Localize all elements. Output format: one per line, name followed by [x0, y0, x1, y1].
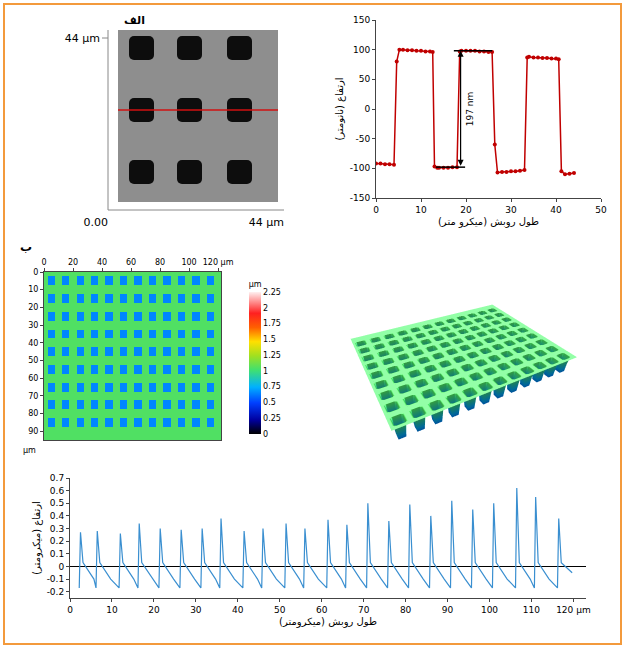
svg-text:100: 100 [181, 258, 196, 267]
svg-text:0: 0 [263, 430, 268, 439]
svg-text:44 µm: 44 µm [65, 32, 100, 45]
svg-text:طول روبش (میکرومتر): طول روبش (میکرومتر) [279, 616, 377, 628]
svg-text:80: 80 [155, 258, 165, 267]
svg-text:40: 40 [28, 339, 38, 348]
svg-text:0.75: 0.75 [263, 382, 281, 391]
svg-text:100: 100 [481, 605, 498, 615]
svg-text:0.2: 0.2 [50, 536, 64, 546]
svg-text:30: 30 [505, 205, 517, 215]
svg-text:10: 10 [106, 605, 118, 615]
svg-text:1.5: 1.5 [263, 335, 276, 344]
svg-text:-0.2: -0.2 [47, 587, 65, 597]
svg-text:0: 0 [41, 258, 46, 267]
svg-text:-150: -150 [350, 193, 371, 203]
svg-text:40: 40 [97, 258, 107, 267]
svg-text:50: 50 [28, 356, 38, 365]
svg-text:2: 2 [263, 304, 268, 313]
svg-text:0: 0 [58, 562, 64, 572]
svg-text:60: 60 [28, 374, 38, 383]
svg-text:1.75: 1.75 [263, 319, 281, 328]
svg-text:50: 50 [359, 74, 371, 84]
svg-text:2.25: 2.25 [263, 288, 281, 297]
svg-text:0.3: 0.3 [50, 524, 64, 534]
svg-text:60: 60 [316, 605, 328, 615]
svg-text:-100: -100 [350, 163, 371, 173]
svg-text:0.7: 0.7 [50, 473, 64, 483]
svg-text:ارتفاع (نانومتر): ارتفاع (نانومتر) [334, 77, 346, 140]
svg-text:0: 0 [33, 268, 38, 277]
svg-text:-0.1: -0.1 [47, 574, 65, 584]
svg-text:10: 10 [28, 285, 38, 294]
svg-text:60: 60 [126, 258, 136, 267]
svg-text:50: 50 [274, 605, 286, 615]
svg-text:0.4: 0.4 [50, 511, 65, 521]
svg-text:0: 0 [373, 205, 379, 215]
svg-text:ارتفاع (میکرومتر): ارتفاع (میکرومتر) [31, 501, 43, 575]
svg-text:20: 20 [460, 205, 472, 215]
svg-text:30: 30 [190, 605, 202, 615]
svg-text:20: 20 [148, 605, 160, 615]
svg-text:10: 10 [415, 205, 427, 215]
svg-text:0.25: 0.25 [263, 414, 281, 423]
svg-text:80: 80 [400, 605, 412, 615]
svg-text:µm: µm [249, 280, 262, 289]
svg-text:-50: -50 [355, 134, 370, 144]
svg-text:µm: µm [23, 446, 36, 455]
svg-text:70: 70 [358, 605, 370, 615]
svg-text:الف: الف [124, 14, 145, 27]
svg-text:100: 100 [353, 45, 370, 55]
svg-text:0.6: 0.6 [50, 486, 65, 496]
svg-text:0.00: 0.00 [84, 216, 109, 229]
svg-text:20: 20 [68, 258, 78, 267]
svg-text:150: 150 [353, 15, 370, 25]
svg-text:40: 40 [232, 605, 244, 615]
svg-text:197 nm: 197 nm [465, 92, 475, 127]
svg-text:0: 0 [67, 605, 73, 615]
svg-text:90: 90 [28, 427, 38, 436]
svg-text:20: 20 [28, 303, 38, 312]
svg-text:90: 90 [442, 605, 454, 615]
svg-text:80: 80 [28, 409, 38, 418]
svg-text:30: 30 [28, 321, 38, 330]
html-text:ب: ب [20, 240, 33, 254]
svg-text:0: 0 [364, 104, 370, 114]
svg-text:120 µm: 120 µm [556, 605, 591, 615]
svg-text:0.1: 0.1 [50, 549, 64, 559]
svg-text:70: 70 [28, 392, 38, 401]
svg-text:120 µm: 120 µm [203, 258, 234, 267]
svg-text:110: 110 [523, 605, 540, 615]
svg-text:0.5: 0.5 [263, 398, 276, 407]
svg-text:40: 40 [550, 205, 562, 215]
svg-text:1.25: 1.25 [263, 351, 281, 360]
svg-text:1: 1 [263, 367, 268, 376]
svg-text:44 µm: 44 µm [249, 216, 284, 229]
svg-text:0.5: 0.5 [50, 498, 64, 508]
svg-text:طول روبش (میکرو متر): طول روبش (میکرو متر) [438, 216, 539, 228]
svg-text:50: 50 [595, 205, 607, 215]
